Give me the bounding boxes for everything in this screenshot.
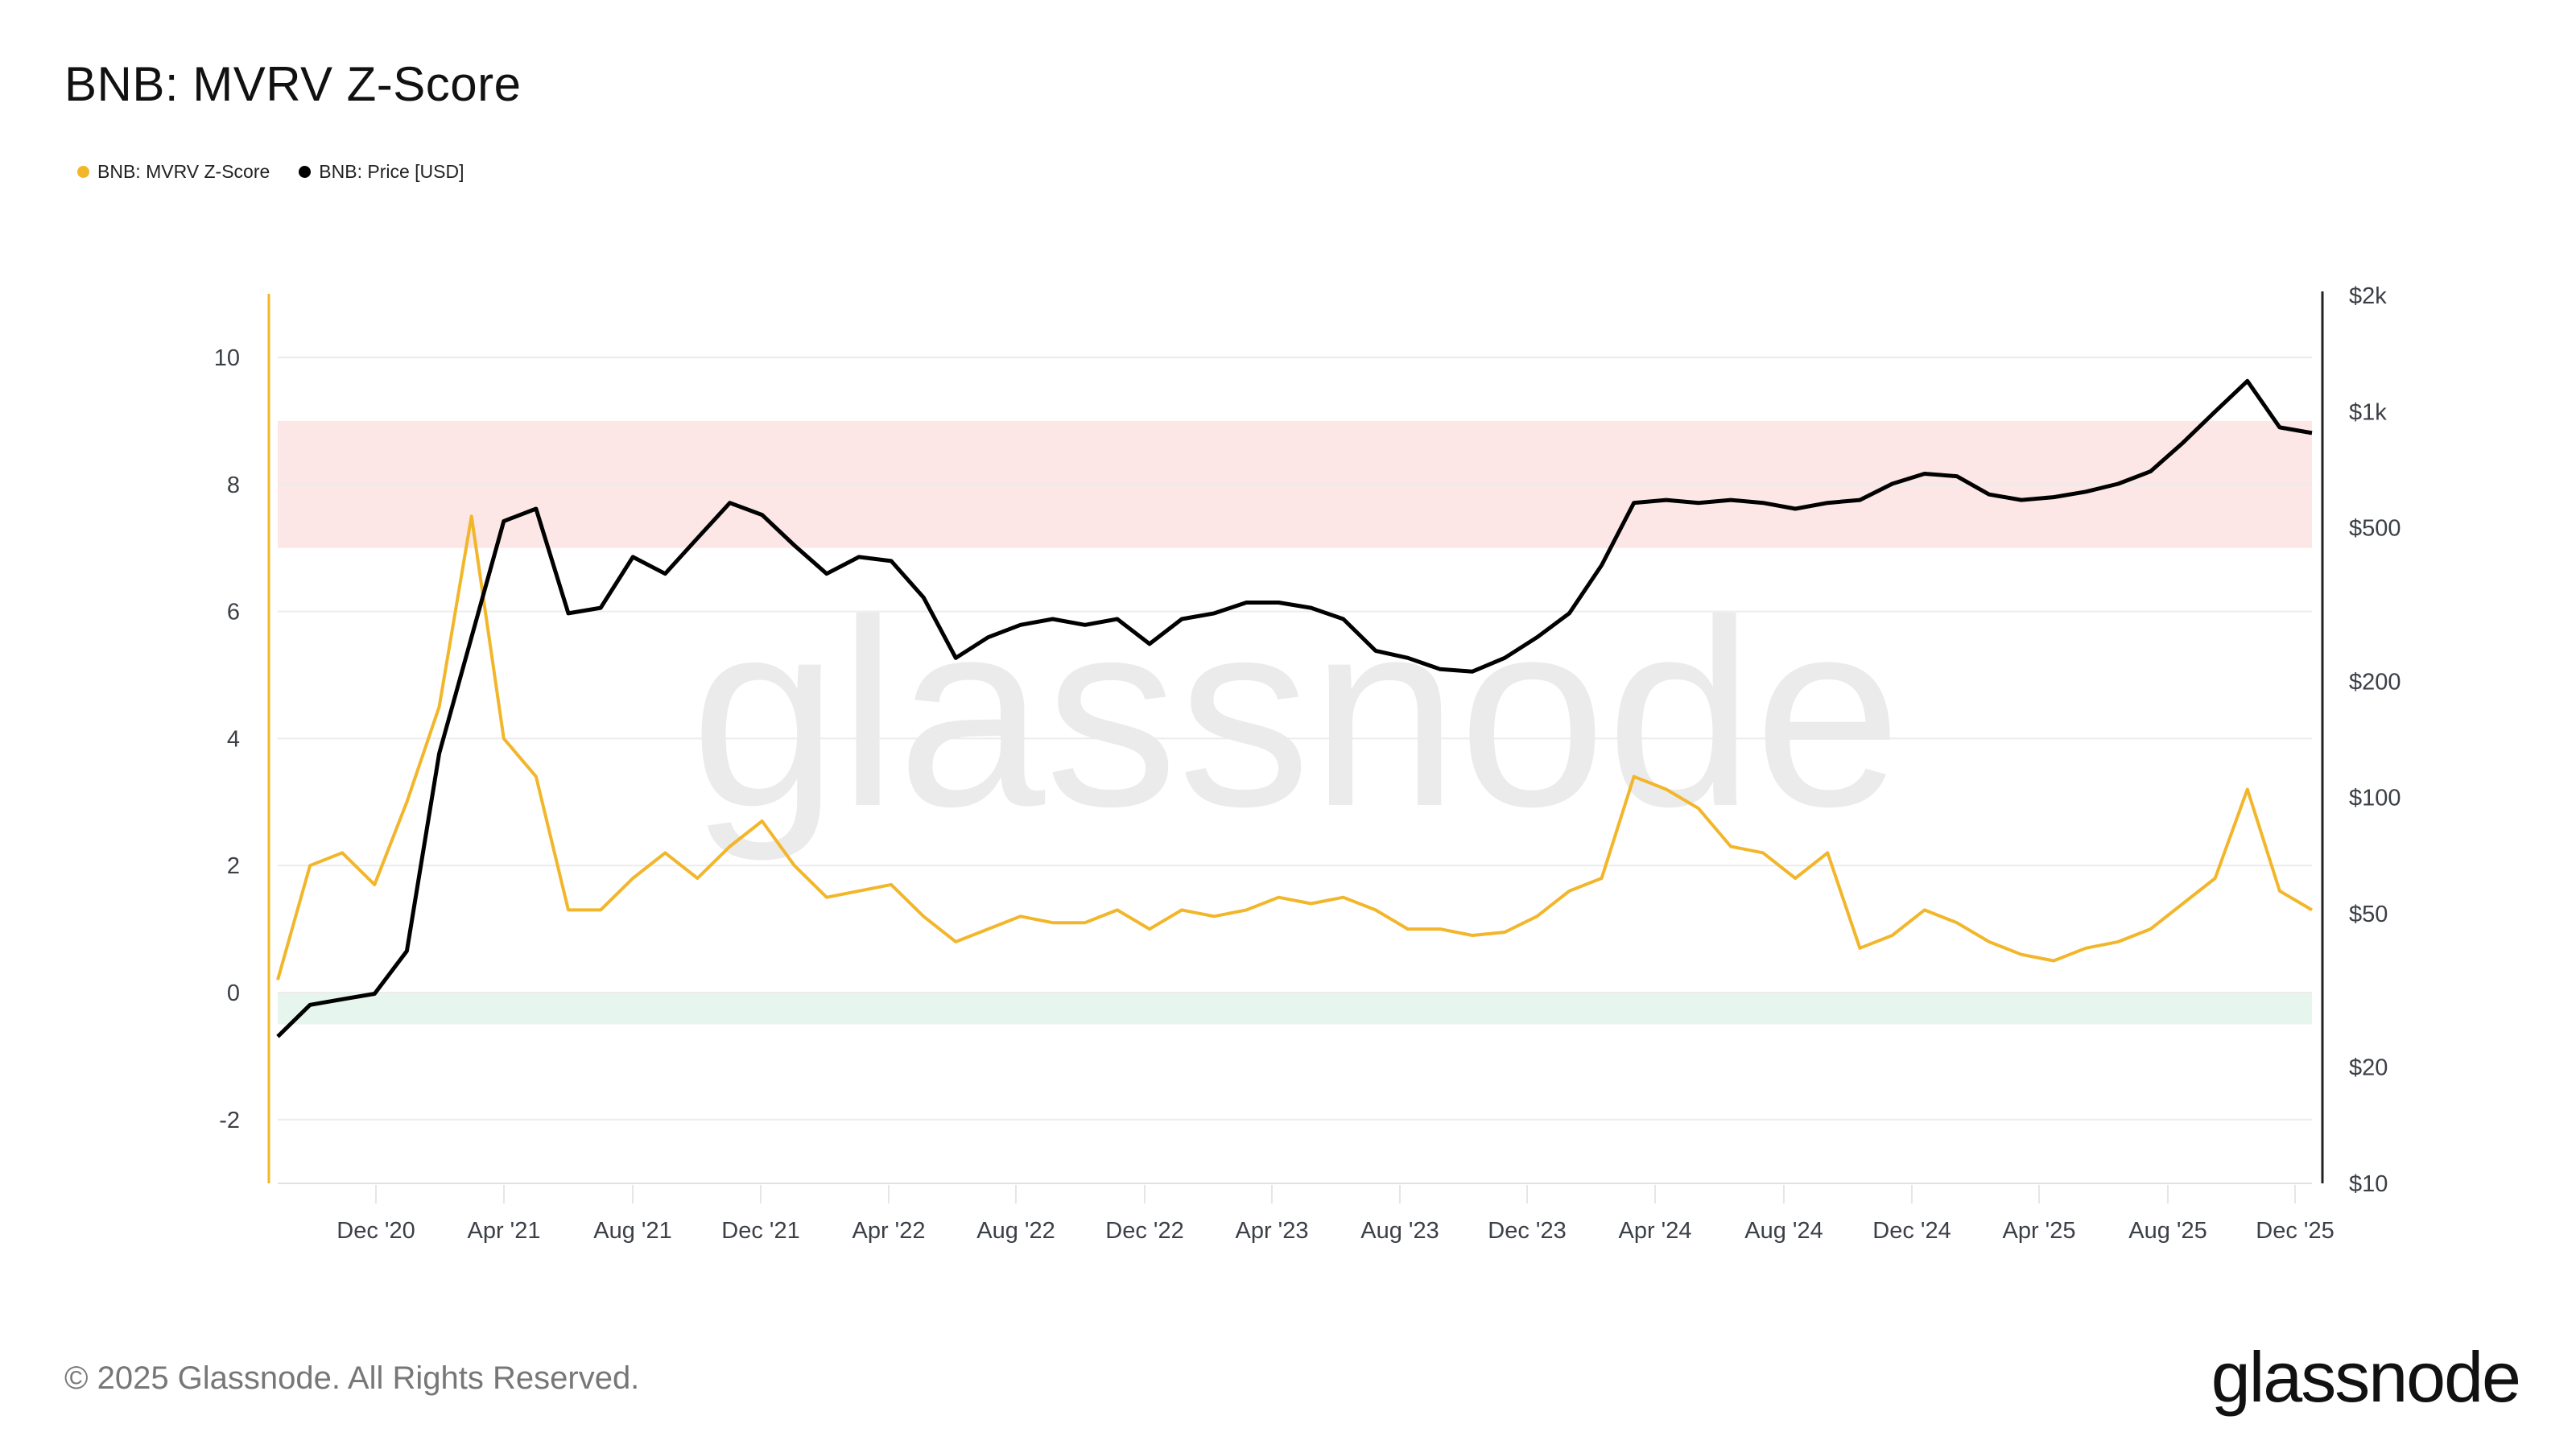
price-legend-dot-icon <box>299 166 312 178</box>
chart-title: BNB: MVRV Z-Score <box>64 57 522 111</box>
x-axis: Dec '20 Apr '21 Aug '21 Dec '21 Apr '22 Aug '… <box>336 1185 2334 1244</box>
zscore-line <box>276 514 2314 980</box>
y-left-tick: -2 <box>219 1108 240 1133</box>
glassnode-logo: glassnode <box>2211 1337 2521 1417</box>
y-right-tick: $50 <box>2349 902 2388 927</box>
legend: BNB: MVRV Z-Score BNB: Price [USD] <box>77 161 464 183</box>
legend-item-price[interactable]: BNB: Price [USD] <box>299 161 464 183</box>
legend-item-zscore[interactable]: BNB: MVRV Z-Score <box>77 161 270 183</box>
y-right-tick: $100 <box>2349 786 2401 811</box>
y-left-tick: 0 <box>227 980 240 1006</box>
y-left-tick: 8 <box>227 473 240 498</box>
undervalued-band <box>278 993 2312 1025</box>
x-tick: Aug '24 <box>1744 1218 1823 1244</box>
x-tick: Dec '21 <box>721 1218 799 1244</box>
x-tick: Aug '25 <box>2128 1218 2207 1244</box>
x-tick: Dec '23 <box>1488 1218 1566 1244</box>
copyright: © 2025 Glassnode. All Rights Reserved. <box>64 1360 640 1396</box>
y-right-tick: $10 <box>2349 1171 2388 1197</box>
y-axis-right: $2k $1k $500 $200 $100 $50 $20 $10 <box>2349 283 2401 1197</box>
x-tick: Apr '24 <box>1619 1218 1692 1244</box>
x-tick: Apr '25 <box>2003 1218 2076 1244</box>
y-left-tick: 10 <box>214 345 240 371</box>
x-tick: Dec '22 <box>1105 1218 1183 1244</box>
price-line <box>276 378 2313 1038</box>
zscore-legend-dot-icon <box>77 166 89 178</box>
y-left-tick: 2 <box>227 853 240 879</box>
y-left-tick: 6 <box>227 600 240 625</box>
y-left-tick: 4 <box>227 726 240 752</box>
x-tick: Apr '22 <box>852 1218 926 1244</box>
y-right-tick: $2k <box>2349 283 2387 309</box>
y-right-tick: $200 <box>2349 669 2401 695</box>
x-tick: Aug '23 <box>1360 1218 1439 1244</box>
x-tick: Aug '21 <box>593 1218 671 1244</box>
x-tick: Dec '20 <box>336 1218 415 1244</box>
legend-label-price: BNB: Price [USD] <box>319 161 464 182</box>
x-tick: Dec '25 <box>2256 1218 2334 1244</box>
watermark: glassnode <box>691 564 1902 863</box>
x-tick: Apr '23 <box>1236 1218 1309 1244</box>
legend-label-zscore: BNB: MVRV Z-Score <box>97 161 270 182</box>
y-axis-left: 10 8 6 4 2 0 -2 <box>214 345 240 1133</box>
x-tick: Apr '21 <box>468 1218 541 1244</box>
y-right-tick: $1k <box>2349 399 2387 425</box>
x-tick: Aug '22 <box>976 1218 1055 1244</box>
x-tick: Dec '24 <box>1872 1218 1951 1244</box>
y-right-tick: $500 <box>2349 516 2401 542</box>
y-right-tick: $20 <box>2349 1055 2388 1081</box>
